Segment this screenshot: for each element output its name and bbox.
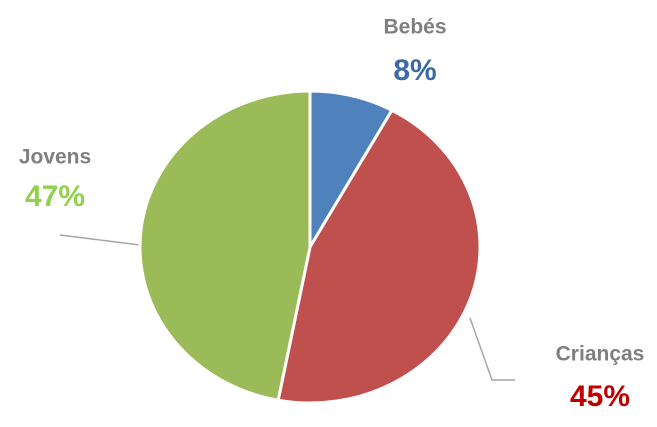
category-label: Bebés [383,16,446,39]
category-label: Jovens [19,146,91,169]
leader-line [469,317,515,381]
pie-slice [138,89,312,402]
leader-line [59,234,141,246]
value-label: 47% [25,180,85,213]
value-label: 8% [393,54,436,87]
pie-slice [276,108,482,405]
category-label: Crianças [556,343,645,366]
value-label: 45% [570,380,630,413]
